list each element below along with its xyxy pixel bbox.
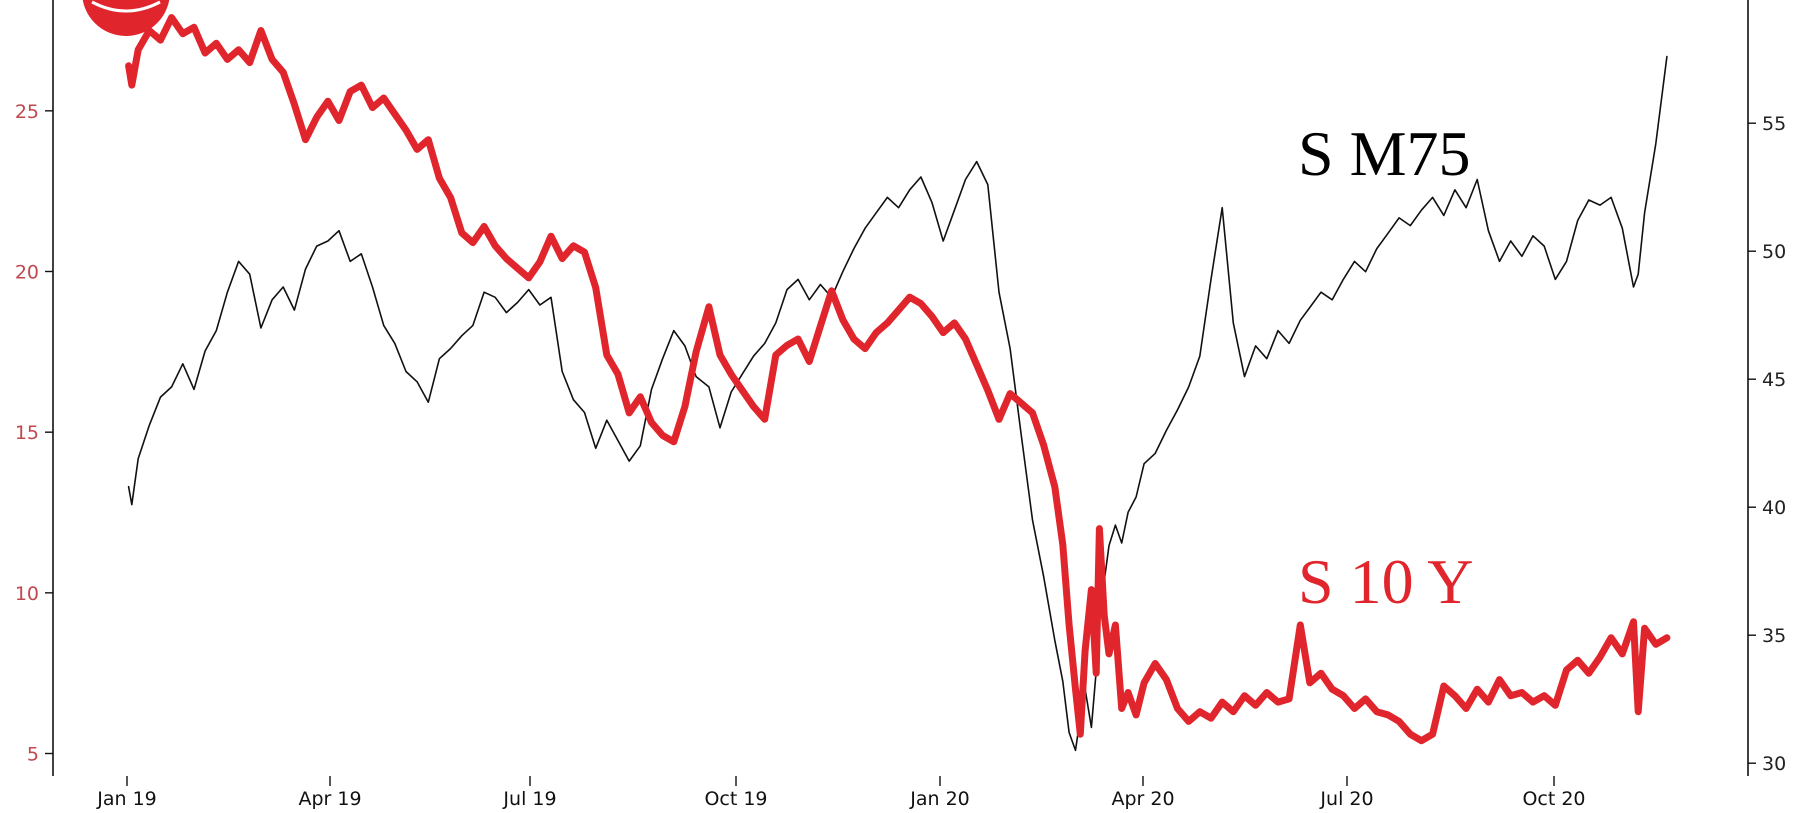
x-tick-label: Jan 19 <box>96 788 157 810</box>
x-tick-label: Apr 19 <box>298 788 361 810</box>
x-tick-label: Jul 19 <box>502 788 556 810</box>
x-tick-label: Apr 20 <box>1111 788 1174 810</box>
right-tick-label: 40 <box>1762 497 1786 519</box>
right-tick-label: 55 <box>1762 113 1786 135</box>
left-tick-label: 5 <box>27 744 39 766</box>
brand-logo-icon <box>82 0 170 36</box>
left-tick-label: 20 <box>15 261 39 283</box>
series-label-black: S M75 <box>1298 118 1471 189</box>
x-tick-label: Oct 20 <box>1522 788 1585 810</box>
series-line-sm75 <box>127 55 1668 752</box>
right-tick-label: 45 <box>1762 369 1786 391</box>
x-tick-label: Jul 20 <box>1319 788 1373 810</box>
left-tick-label: 25 <box>15 101 39 123</box>
left-tick-label: 15 <box>15 422 39 444</box>
series-label-red: S 10 Y <box>1298 546 1473 617</box>
left-tick-label: 10 <box>15 583 39 605</box>
right-tick-label: 50 <box>1762 241 1786 263</box>
brand-logo-swoosh <box>91 0 161 13</box>
right-tick-label: 35 <box>1762 625 1786 647</box>
x-tick-label: Oct 19 <box>704 788 767 810</box>
right-tick-label: 30 <box>1762 753 1786 775</box>
x-tick-label: Jan 20 <box>909 788 970 810</box>
series-line-s10y <box>125 14 1671 745</box>
